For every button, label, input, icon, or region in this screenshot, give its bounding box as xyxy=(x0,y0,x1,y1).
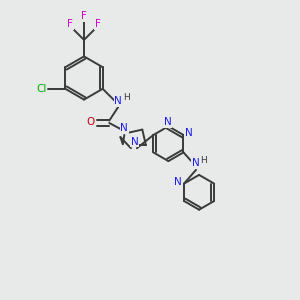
Text: N: N xyxy=(130,136,138,147)
Text: F: F xyxy=(81,11,87,22)
Text: H: H xyxy=(123,93,130,102)
Text: N: N xyxy=(174,177,182,187)
Text: N: N xyxy=(114,96,122,106)
Text: F: F xyxy=(67,19,73,29)
Text: H: H xyxy=(200,156,207,165)
Text: F: F xyxy=(95,19,101,29)
Text: N: N xyxy=(164,117,171,127)
Text: N: N xyxy=(185,128,193,139)
Text: Cl: Cl xyxy=(36,84,46,94)
Text: N: N xyxy=(192,158,200,168)
Text: O: O xyxy=(87,117,95,128)
Text: N: N xyxy=(120,123,128,134)
